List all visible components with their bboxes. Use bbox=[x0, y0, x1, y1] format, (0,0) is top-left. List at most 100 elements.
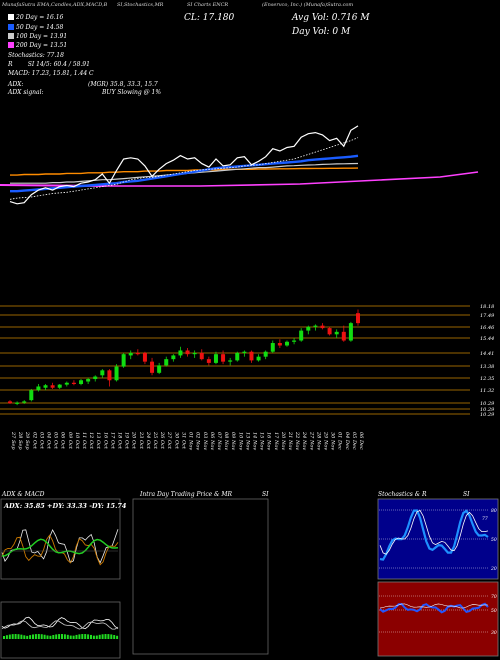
candle-body bbox=[79, 380, 84, 385]
macd-hist-bar bbox=[110, 634, 113, 639]
rsi-text: SI 14/5: 60.4 / 58.91 bbox=[27, 61, 90, 68]
candle-body bbox=[71, 382, 76, 385]
macd-hist-bar bbox=[104, 634, 107, 639]
candle-body bbox=[86, 379, 91, 382]
price-tick-label: 13.38 bbox=[480, 364, 494, 370]
macd-hist-bar bbox=[98, 634, 101, 639]
date-tick-label: 01 Dec bbox=[337, 432, 343, 450]
rsi-lines: 70 50 30 bbox=[379, 594, 497, 636]
stoch-tick-label: 80 bbox=[491, 508, 497, 514]
macd-hist-bar bbox=[107, 634, 110, 639]
macd-signal-line bbox=[1, 620, 119, 630]
date-tick-label: 16 Nov bbox=[266, 432, 272, 450]
date-tick-label: 28 Nov bbox=[315, 431, 321, 450]
close-price: CL: 17.180 bbox=[184, 13, 235, 23]
candle-body bbox=[178, 350, 183, 356]
date-tick-label: 28 Sep bbox=[17, 431, 23, 450]
price-tick-label: 11.32 bbox=[480, 388, 494, 394]
date-tick-label: 09 Oct bbox=[67, 432, 73, 450]
candle-body bbox=[221, 354, 226, 362]
macd-hist-bar bbox=[8, 634, 11, 639]
candle-body bbox=[213, 354, 218, 363]
date-tick-label: 14 Nov bbox=[251, 432, 257, 450]
date-tick-label: 27 Oct bbox=[166, 431, 172, 450]
candle-body bbox=[150, 361, 155, 373]
candle-body bbox=[199, 352, 204, 360]
candle-body bbox=[292, 340, 297, 342]
date-tick-label: 04 Dec bbox=[344, 432, 350, 450]
macd-hist-bar bbox=[61, 634, 63, 639]
date-tick-label: 27 Nov bbox=[308, 431, 314, 450]
ma100-label: 100 Day = 13.91 bbox=[8, 33, 67, 40]
candle-body bbox=[171, 355, 176, 360]
price-tick-label: 10.29 bbox=[480, 407, 495, 413]
macd-hist-bar bbox=[3, 636, 5, 639]
macd-hist-bar bbox=[46, 635, 49, 639]
candle-body bbox=[22, 401, 27, 403]
macd-line bbox=[1, 616, 119, 630]
candle-body bbox=[164, 359, 169, 366]
date-tick-label: 25 Oct bbox=[152, 431, 158, 450]
macd-hist-bar bbox=[63, 634, 66, 639]
date-tick-label: 06 Oct bbox=[60, 432, 66, 450]
date-tick-label: 27 Sep bbox=[10, 431, 16, 450]
date-tick-label: 13 Nov bbox=[244, 432, 250, 450]
date-tick-label: 20 Oct bbox=[131, 431, 137, 450]
candle-body bbox=[15, 402, 20, 404]
date-tick-label: 30 Oct bbox=[173, 432, 179, 450]
stoch-tick-label: 50 bbox=[491, 537, 497, 543]
adx-panel-frame bbox=[0, 498, 121, 580]
date-tick-label: 29 Nov bbox=[322, 431, 328, 450]
macd-hist-bar bbox=[55, 634, 58, 639]
ma100-text: 100 Day = 13.91 bbox=[16, 33, 68, 40]
date-tick-label: 23 Oct bbox=[138, 431, 144, 450]
date-tick-label: 19 Oct bbox=[124, 432, 130, 450]
price-tick-label: 10.29 bbox=[480, 412, 495, 418]
date-tick-label: 11 Oct bbox=[81, 432, 87, 450]
date-tick-label: 02 Nov bbox=[195, 432, 201, 450]
candle-body bbox=[284, 341, 289, 346]
macd-hist-bar bbox=[92, 635, 95, 639]
macd-hist-bar bbox=[20, 634, 23, 639]
candle-body bbox=[306, 326, 311, 331]
candle-body bbox=[299, 330, 304, 341]
intraday-panel-frame bbox=[132, 498, 269, 655]
macd-hist-bar bbox=[101, 634, 104, 639]
macd-hist-bar bbox=[23, 635, 26, 639]
stoch-value-label: 77 bbox=[482, 516, 488, 522]
date-tick-label: 13 Oct bbox=[95, 432, 101, 450]
candle-body bbox=[50, 385, 55, 388]
ma20-text: 20 Day = 16.16 bbox=[16, 14, 64, 21]
macd-hist-bar bbox=[95, 635, 98, 639]
ma20-swatch bbox=[8, 14, 14, 20]
macd-hist-bar bbox=[32, 634, 34, 639]
date-tick-label: 20 Nov bbox=[280, 431, 286, 450]
candle-body bbox=[142, 352, 147, 362]
candle-body bbox=[64, 382, 69, 385]
macd-hist-bar bbox=[72, 635, 75, 639]
candle-body bbox=[341, 331, 346, 341]
ma50-line bbox=[10, 154, 359, 193]
candle-body bbox=[235, 352, 240, 361]
date-tick-label: 17 Nov bbox=[273, 432, 279, 450]
mr-readout: (MGR) 35.8, 33.3, 15.7 bbox=[88, 81, 158, 88]
price-tick-label: 14.41 bbox=[480, 351, 494, 357]
date-tick-label: 05 Dec bbox=[351, 432, 357, 450]
date-tick-label: 16 Oct bbox=[102, 432, 108, 450]
date-tick-label: 07 Nov bbox=[216, 432, 222, 450]
header-codes-mid: SI,Stochastics,MR bbox=[117, 2, 164, 8]
macd-hist-bar bbox=[34, 634, 37, 639]
header-codes-mid2: SI Charts ENCR bbox=[187, 2, 229, 8]
candle-body bbox=[277, 343, 282, 346]
candle-body bbox=[185, 350, 190, 355]
rsi-signal-line bbox=[379, 603, 489, 609]
adx-plusdi-line bbox=[1, 528, 119, 564]
date-tick-label: 17 Oct bbox=[109, 432, 115, 450]
stoch-label: Stochastics: 77.18 bbox=[8, 52, 64, 59]
macd-hist-bar bbox=[116, 635, 119, 639]
macd-hist-bar bbox=[113, 635, 116, 639]
date-tick-label: 10 Nov bbox=[237, 432, 243, 450]
candle-body bbox=[100, 370, 105, 376]
candle-body bbox=[114, 366, 119, 381]
rsi-panel bbox=[377, 581, 499, 657]
